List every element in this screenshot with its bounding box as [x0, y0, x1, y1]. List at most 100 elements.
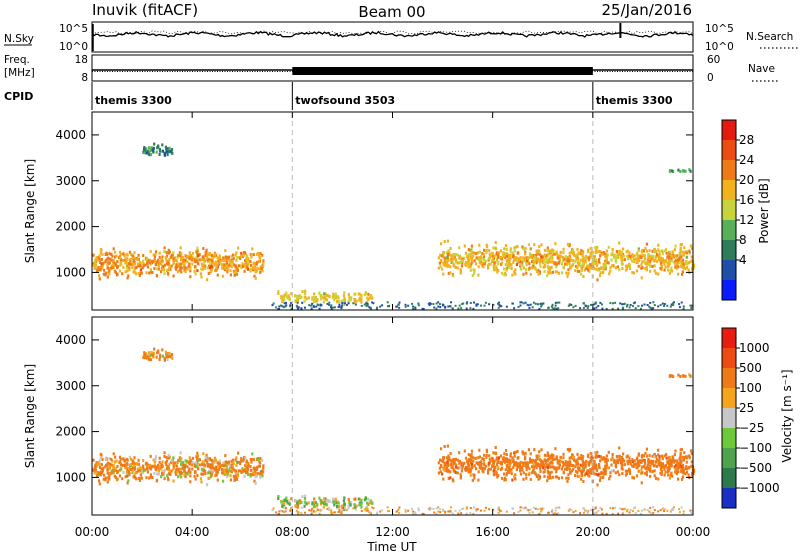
power-point [533, 255, 536, 259]
power-point [639, 255, 642, 259]
power-point [290, 307, 293, 310]
power-point [97, 268, 100, 272]
velocity-points [92, 347, 696, 516]
velocity-point [537, 477, 540, 481]
velocity-point [229, 474, 232, 478]
power-point [539, 302, 542, 305]
colorbar-segment [722, 468, 736, 488]
power-point [121, 272, 124, 276]
power-point [655, 255, 658, 259]
velocity-point [484, 506, 487, 509]
power-point [572, 259, 575, 262]
power-tick-label: 12 [739, 213, 754, 227]
power-point [511, 302, 514, 305]
power-point [668, 255, 671, 259]
power-point [252, 266, 255, 270]
power-point [651, 249, 654, 253]
power-point [165, 147, 168, 151]
velocity-point [230, 470, 233, 474]
velocity-point [182, 468, 185, 472]
velocity-point [524, 457, 527, 461]
power-point [527, 304, 530, 307]
velocity-point [626, 510, 628, 513]
power-point [366, 304, 369, 307]
velocity-point [254, 481, 257, 485]
power-point [179, 254, 182, 258]
colorbar-segment [722, 448, 736, 468]
velocity-point [580, 454, 583, 458]
power-point [158, 153, 161, 156]
velocity-point [677, 373, 680, 377]
power-point [581, 260, 584, 263]
velocity-point [183, 465, 186, 469]
power-point [561, 255, 565, 259]
power-point [507, 261, 510, 265]
power-point [262, 261, 265, 265]
power-point [606, 253, 609, 257]
power-point [634, 301, 636, 304]
power-point [552, 308, 555, 310]
velocity-point [118, 455, 122, 459]
power-point [521, 245, 524, 249]
velocity-point [107, 471, 110, 475]
power-point [465, 261, 469, 265]
power-point [130, 252, 133, 256]
power-point [116, 260, 119, 263]
power-point [161, 255, 164, 259]
velocity-point [213, 460, 216, 464]
power-point [578, 269, 581, 273]
power-point [594, 301, 597, 304]
power-point [234, 272, 237, 275]
power-point [663, 262, 666, 266]
velocity-point [682, 512, 685, 515]
velocity-point [688, 373, 691, 377]
power-point [219, 258, 223, 262]
velocity-point [153, 460, 157, 463]
velocity-point [249, 465, 252, 468]
velocity-point [307, 501, 310, 505]
power-point [95, 269, 99, 273]
velocity-point [658, 460, 661, 464]
velocity-point [417, 507, 420, 510]
power-point [144, 263, 147, 267]
velocity-point [480, 509, 482, 512]
velocity-point [598, 479, 602, 482]
power-point [552, 249, 555, 253]
velocity-point [243, 474, 246, 478]
velocity-point [231, 463, 234, 467]
velocity-point [560, 460, 563, 464]
power-point [466, 263, 469, 267]
velocity-point [489, 460, 492, 464]
velocity-point [519, 460, 522, 464]
velocity-point [509, 461, 512, 465]
velocity-point [660, 470, 663, 473]
velocity-point [661, 457, 664, 461]
velocity-point [466, 459, 469, 463]
power-point [232, 257, 235, 261]
power-point [243, 251, 246, 255]
velocity-point [294, 504, 298, 508]
velocity-point [492, 461, 495, 465]
power-point [673, 248, 676, 252]
velocity-point [126, 481, 129, 485]
power-point [136, 258, 139, 262]
power-point [477, 273, 480, 277]
velocity-point [670, 471, 673, 475]
power-point [449, 305, 452, 308]
velocity-point [579, 469, 583, 473]
velocity-point [465, 466, 469, 470]
power-point [458, 246, 461, 250]
velocity-point [452, 479, 455, 483]
power-point [510, 263, 513, 267]
power-point [628, 251, 631, 255]
power-point [488, 303, 491, 306]
power-point [304, 289, 307, 293]
power-point [602, 270, 605, 274]
power-point [657, 243, 660, 247]
velocity-point [499, 460, 502, 464]
power-point [152, 150, 155, 154]
velocity-point [225, 469, 228, 473]
power-point [222, 274, 225, 278]
power-point [138, 273, 141, 277]
power-point [314, 296, 317, 300]
